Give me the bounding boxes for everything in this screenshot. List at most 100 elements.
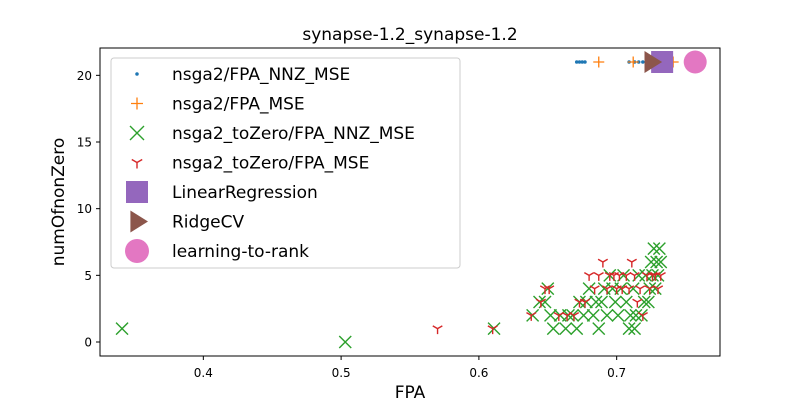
data-point [654, 255, 668, 269]
data-point [544, 285, 555, 295]
data-point [570, 322, 584, 336]
data-point [683, 50, 707, 74]
legend-label: nsga2_toZero/FPA_MSE [172, 154, 369, 174]
data-point [650, 255, 664, 269]
legend-label: nsga2_toZero/FPA_NNZ_MSE [172, 124, 415, 144]
y-axis-ticks: 0 5 10 15 20 [77, 69, 100, 350]
data-point [577, 308, 591, 322]
legend-marker [129, 125, 145, 141]
data-point [583, 60, 587, 64]
data-point [559, 322, 573, 336]
y-tick-label: 15 [77, 136, 92, 150]
x-axis-ticks: 0.4 0.5 0.6 0.7 [194, 356, 626, 380]
chart-title: synapse-1.2_synapse-1.2 [302, 25, 517, 45]
data-point [583, 271, 595, 281]
data-point [627, 56, 639, 68]
data-point [595, 295, 609, 309]
data-point [619, 295, 633, 309]
y-tick-label: 5 [84, 269, 92, 283]
data-point [652, 242, 666, 256]
legend-label: nsga2/FPA_MSE [172, 95, 305, 115]
legend-item: nsga2/FPA_MSE [131, 95, 305, 115]
data-point [626, 258, 637, 268]
data-point [641, 60, 645, 64]
data-point [641, 295, 655, 309]
data-point [432, 325, 443, 335]
data-point [655, 271, 666, 281]
y-tick-label: 20 [77, 69, 92, 83]
series-3 [432, 258, 666, 335]
data-point [526, 311, 537, 321]
data-point [611, 308, 625, 322]
x-tick-label: 0.7 [607, 366, 626, 380]
data-point [629, 271, 640, 281]
data-point [623, 285, 635, 295]
y-axis-label: numOfnonZero [49, 138, 69, 267]
data-point [647, 242, 661, 256]
legend-item: RidgeCV [130, 210, 244, 233]
data-point [579, 298, 591, 308]
legend-label: LinearRegression [172, 183, 318, 203]
data-point [593, 271, 604, 281]
legend-marker [125, 239, 149, 263]
data-point [634, 285, 646, 295]
x-tick-label: 0.5 [332, 366, 351, 380]
series-2 [115, 242, 668, 349]
x-tick-label: 0.6 [469, 366, 488, 380]
legend-item: LinearRegression [126, 181, 318, 203]
legend-marker [131, 158, 143, 169]
y-tick-label: 0 [84, 336, 92, 350]
data-point [629, 308, 643, 322]
legend-item: nsga2/FPA_NNZ_MSE [135, 65, 350, 85]
plot-area [115, 50, 707, 349]
x-tick-label: 0.4 [194, 366, 213, 380]
data-point [601, 285, 613, 295]
legend-box [110, 57, 461, 269]
x-axis-label: FPA [395, 383, 426, 400]
data-point [636, 60, 641, 64]
data-point [115, 322, 129, 336]
data-point [568, 311, 580, 321]
legend-marker [131, 97, 143, 110]
series-6 [683, 50, 707, 74]
data-point [651, 268, 665, 282]
legend-label: learning-to-rank [172, 242, 309, 262]
data-point [622, 322, 636, 336]
data-point [577, 60, 582, 64]
data-point [651, 51, 674, 73]
data-point [589, 295, 603, 309]
legend-label: nsga2/FPA_NNZ_MSE [172, 65, 350, 85]
legend-item: nsga2_toZero/FPA_MSE [131, 154, 369, 174]
data-point [593, 56, 605, 68]
data-point [589, 285, 600, 295]
data-point [623, 308, 637, 322]
legend-marker [126, 181, 148, 203]
legend-item: learning-to-rank [125, 239, 309, 263]
data-point [592, 322, 606, 336]
data-point [535, 298, 547, 308]
data-point [580, 60, 584, 64]
data-point [600, 308, 614, 322]
data-point [632, 298, 643, 308]
data-point [637, 295, 651, 309]
legend-label: RidgeCV [172, 213, 244, 233]
data-point [644, 51, 663, 73]
legend-marker [135, 72, 139, 76]
data-point [652, 285, 664, 295]
y-tick-label: 10 [77, 202, 92, 216]
data-point [544, 308, 558, 322]
series-5 [644, 51, 663, 73]
data-point [648, 282, 662, 296]
series-4 [651, 51, 674, 73]
legend-item: nsga2_toZero/FPA_NNZ_MSE [129, 124, 415, 144]
data-point [628, 322, 642, 336]
data-point [574, 60, 579, 64]
data-point [338, 335, 352, 349]
data-point [487, 325, 498, 335]
data-point [546, 322, 560, 336]
axes-frame [99, 47, 721, 357]
legend: nsga2/FPA_NNZ_MSE nsga2/FPA_MSE nsga2_toZe… [110, 57, 461, 269]
data-point [586, 308, 600, 322]
data-point [644, 255, 658, 269]
